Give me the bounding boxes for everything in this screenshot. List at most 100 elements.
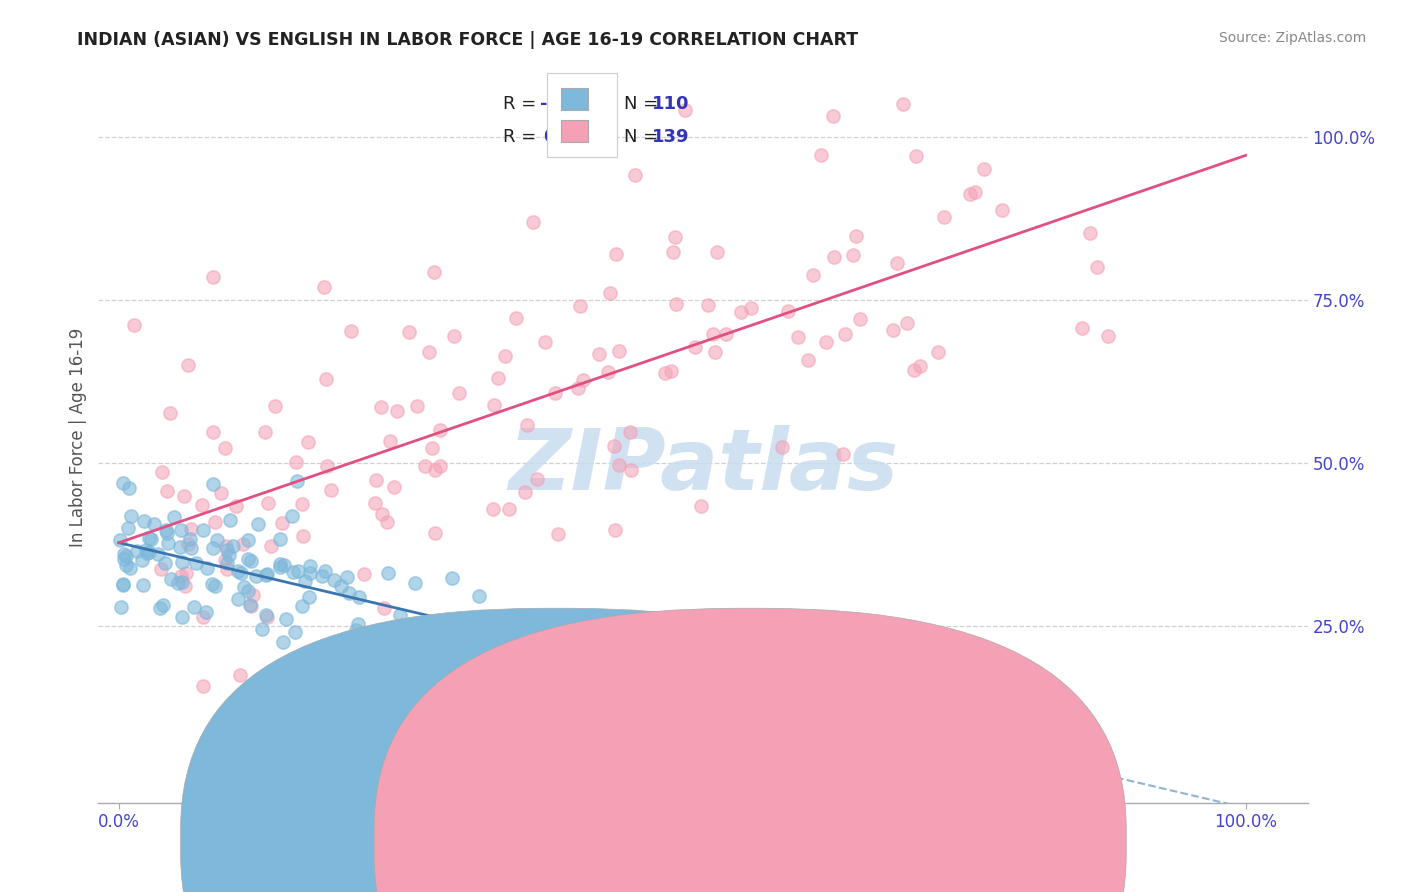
Point xyxy=(159,407,181,421)
Point xyxy=(991,202,1014,217)
Point xyxy=(117,521,139,535)
Point xyxy=(364,496,387,510)
Point xyxy=(321,483,343,497)
Point xyxy=(665,297,688,311)
Point xyxy=(482,398,505,412)
Point xyxy=(662,245,685,260)
Point xyxy=(619,463,641,477)
Point xyxy=(180,522,202,536)
Text: 110: 110 xyxy=(652,95,690,113)
Point xyxy=(337,586,360,600)
Point xyxy=(156,526,179,541)
Point xyxy=(323,573,346,587)
Point xyxy=(308,652,330,666)
Point xyxy=(172,555,194,569)
Point xyxy=(486,371,509,385)
Point xyxy=(191,610,214,624)
Point xyxy=(778,303,800,318)
Point xyxy=(285,474,308,488)
Point xyxy=(176,359,198,373)
Point xyxy=(115,549,138,563)
Point xyxy=(284,681,307,696)
Point xyxy=(831,447,853,461)
Point xyxy=(169,540,191,554)
Point xyxy=(271,516,294,531)
Point xyxy=(482,501,505,516)
Point xyxy=(353,566,375,581)
Point xyxy=(150,465,173,479)
Point xyxy=(516,418,538,433)
Point xyxy=(468,589,491,603)
Point xyxy=(623,168,645,182)
Point xyxy=(571,373,593,387)
Point xyxy=(702,327,724,342)
Point xyxy=(138,545,160,559)
Point xyxy=(845,228,868,243)
Point xyxy=(534,657,557,672)
Point xyxy=(256,610,278,624)
Point xyxy=(193,523,215,537)
Point xyxy=(619,425,641,439)
Point xyxy=(664,229,686,244)
Point xyxy=(534,335,557,350)
Point xyxy=(193,679,215,693)
Point xyxy=(155,556,177,570)
Point xyxy=(429,459,451,474)
Point xyxy=(714,326,737,341)
Point xyxy=(112,476,135,491)
Point xyxy=(568,299,591,313)
Point xyxy=(316,458,339,473)
Text: Source: ZipAtlas.com: Source: ZipAtlas.com xyxy=(1219,31,1367,45)
Point xyxy=(404,575,426,590)
Point xyxy=(184,556,207,570)
Point xyxy=(179,541,201,555)
Text: INDIAN (ASIAN) VS ENGLISH IN LABOR FORCE | AGE 16-19 CORRELATION CHART: INDIAN (ASIAN) VS ENGLISH IN LABOR FORCE… xyxy=(77,31,859,49)
Point xyxy=(959,186,981,201)
Point xyxy=(260,539,283,553)
Point xyxy=(112,578,135,592)
Text: 139: 139 xyxy=(652,128,690,146)
Point xyxy=(389,607,412,622)
Point xyxy=(236,584,259,599)
Point xyxy=(225,499,247,513)
Point xyxy=(523,690,546,705)
Point xyxy=(787,330,810,344)
Point xyxy=(494,349,516,363)
Point xyxy=(315,372,337,386)
Point xyxy=(108,533,131,548)
Point xyxy=(513,485,536,500)
Point xyxy=(841,248,863,262)
Point xyxy=(903,363,925,377)
Y-axis label: In Labor Force | Age 16-19: In Labor Force | Age 16-19 xyxy=(69,327,87,547)
Point xyxy=(112,547,135,561)
Text: R =: R = xyxy=(503,95,543,113)
Point xyxy=(172,610,194,624)
Point xyxy=(205,533,228,548)
Point xyxy=(274,612,297,626)
Point xyxy=(218,548,240,562)
Point xyxy=(522,214,544,228)
Point xyxy=(965,185,987,199)
Point xyxy=(194,605,217,619)
Point xyxy=(336,570,359,584)
Text: ZIPatlas: ZIPatlas xyxy=(508,425,898,508)
Point xyxy=(190,498,212,512)
Point xyxy=(236,551,259,566)
Point xyxy=(927,345,949,359)
Point xyxy=(201,577,224,591)
Point xyxy=(291,599,314,613)
Point xyxy=(214,553,236,567)
Point xyxy=(398,325,420,339)
Point xyxy=(242,589,264,603)
Point xyxy=(183,599,205,614)
Point xyxy=(269,559,291,574)
Text: N =: N = xyxy=(624,95,665,113)
Point xyxy=(382,480,405,494)
Point xyxy=(229,566,252,580)
Point xyxy=(697,298,720,312)
Point xyxy=(609,344,631,359)
Point xyxy=(122,318,145,333)
Point xyxy=(505,311,527,326)
Point xyxy=(156,536,179,550)
Point xyxy=(292,528,315,542)
